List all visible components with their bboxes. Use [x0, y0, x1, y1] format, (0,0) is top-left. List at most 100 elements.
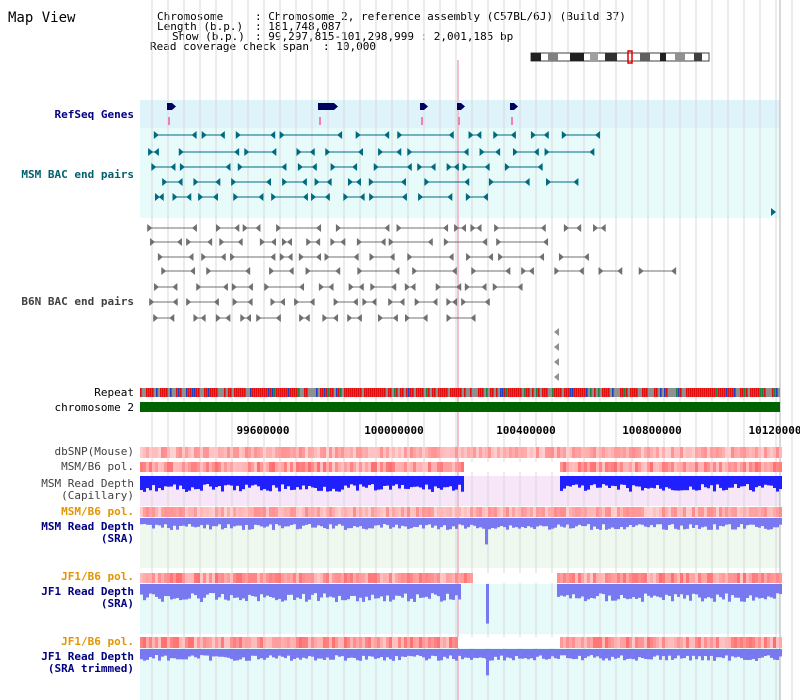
- depth-bar: [608, 649, 611, 661]
- depth-bar: [368, 649, 371, 657]
- heat-cell: [290, 637, 293, 648]
- end-marker: [357, 267, 363, 275]
- heat-cell: [278, 447, 281, 458]
- heat-cell: [317, 573, 320, 583]
- depth-bar: [182, 649, 185, 660]
- track-label-msm-depth-sra-1[interactable]: MSM Read Depth: [41, 520, 134, 533]
- heat-cell: [653, 447, 656, 458]
- heat-cell: [185, 447, 188, 458]
- end-marker: [325, 148, 331, 156]
- depth-bar: [416, 649, 419, 656]
- heat-cell: [560, 573, 563, 583]
- repeat-mark: [176, 388, 178, 397]
- track-label-msm-pol[interactable]: MSM/B6 pol.: [61, 460, 134, 473]
- track-label-jf1-depth-trim-1[interactable]: JF1 Read Depth: [41, 650, 134, 663]
- track-label-jf1-pol[interactable]: JF1/B6 pol.: [61, 570, 134, 583]
- depth-bar: [356, 518, 359, 528]
- depth-bar: [749, 584, 752, 596]
- end-marker: [234, 148, 240, 156]
- depth-bar: [551, 649, 554, 657]
- heat-cell: [425, 573, 428, 583]
- heat-cell: [320, 573, 323, 583]
- heat-cell: [722, 507, 725, 517]
- depth-bar: [632, 649, 635, 660]
- depth-bar: [179, 518, 182, 526]
- depth-bar: [500, 649, 503, 656]
- heat-cell: [776, 637, 779, 648]
- repeat-mark: [396, 388, 398, 397]
- track-label-refseq[interactable]: RefSeq Genes: [54, 108, 134, 121]
- heat-cell: [530, 447, 533, 458]
- heat-cell: [374, 447, 377, 458]
- track-label-msm-pol-2[interactable]: MSM/B6 pol.: [61, 505, 134, 518]
- repeat-mark: [756, 388, 758, 397]
- repeat-mark: [582, 388, 584, 397]
- depth-bar: [140, 476, 143, 491]
- depth-bar: [398, 584, 401, 596]
- depth-bar: [287, 518, 290, 527]
- heat-cell: [743, 447, 746, 458]
- heat-cell: [722, 447, 725, 458]
- heat-cell: [350, 573, 353, 583]
- heat-cell: [644, 637, 647, 648]
- depth-bar: [440, 476, 443, 490]
- depth-bar: [293, 476, 296, 490]
- heat-cell: [620, 507, 623, 517]
- end-marker: [162, 178, 168, 186]
- heat-cell: [533, 573, 536, 583]
- depth-bar: [143, 476, 146, 492]
- depth-bar: [486, 584, 489, 624]
- heat-cell: [539, 462, 542, 472]
- heat-cell: [353, 573, 356, 583]
- depth-bar: [674, 584, 677, 595]
- track-label-dbsnp[interactable]: dbSNP(Mouse): [54, 445, 134, 458]
- heat-cell: [299, 573, 302, 583]
- heat-cell: [752, 447, 755, 458]
- heat-cell: [437, 462, 440, 472]
- repeat-mark: [228, 388, 230, 397]
- track-label-jf1-pol-2[interactable]: JF1/B6 pol.: [61, 635, 134, 648]
- end-marker: [430, 163, 436, 171]
- repeat-mark: [686, 388, 688, 397]
- heat-cell: [335, 573, 338, 583]
- end-marker: [281, 238, 287, 246]
- heat-cell: [608, 447, 611, 458]
- depth-bar: [296, 584, 299, 598]
- depth-bar: [626, 649, 629, 660]
- depth-bar: [416, 518, 419, 528]
- repeat-mark: [518, 388, 520, 397]
- depth-bar: [173, 518, 176, 526]
- depth-bar: [749, 518, 752, 525]
- heat-cell: [206, 447, 209, 458]
- heat-cell: [737, 462, 740, 472]
- depth-bar: [644, 584, 647, 594]
- depth-bar: [146, 476, 149, 489]
- depth-bar: [431, 649, 434, 656]
- depth-bar: [164, 518, 167, 525]
- end-marker: [517, 283, 523, 291]
- end-marker: [316, 253, 322, 261]
- heat-cell: [437, 637, 440, 648]
- heat-cell: [710, 447, 713, 458]
- heat-cell: [767, 573, 770, 583]
- track-label-jf1-depth-sra-1[interactable]: JF1 Read Depth: [41, 585, 134, 598]
- end-marker: [554, 358, 559, 366]
- heat-cell: [422, 507, 425, 517]
- depth-bar: [779, 518, 782, 525]
- track-label-msm-depth-cap-1[interactable]: MSM Read Depth: [41, 477, 134, 490]
- end-marker: [573, 178, 579, 186]
- end-marker: [370, 283, 376, 291]
- depth-bar: [695, 649, 698, 660]
- track-label-b6n-bac[interactable]: B6N BAC end pairs: [21, 295, 134, 308]
- heat-cell: [212, 447, 215, 458]
- depth-bar: [704, 649, 707, 657]
- track-label-msm-bac[interactable]: MSM BAC end pairs: [21, 168, 134, 181]
- heat-cell: [593, 507, 596, 517]
- end-marker: [333, 298, 339, 306]
- depth-bar: [245, 649, 248, 661]
- repeat-mark: [388, 388, 390, 397]
- depth-bar: [218, 584, 221, 598]
- heat-cell: [254, 637, 257, 648]
- depth-bar: [488, 649, 491, 661]
